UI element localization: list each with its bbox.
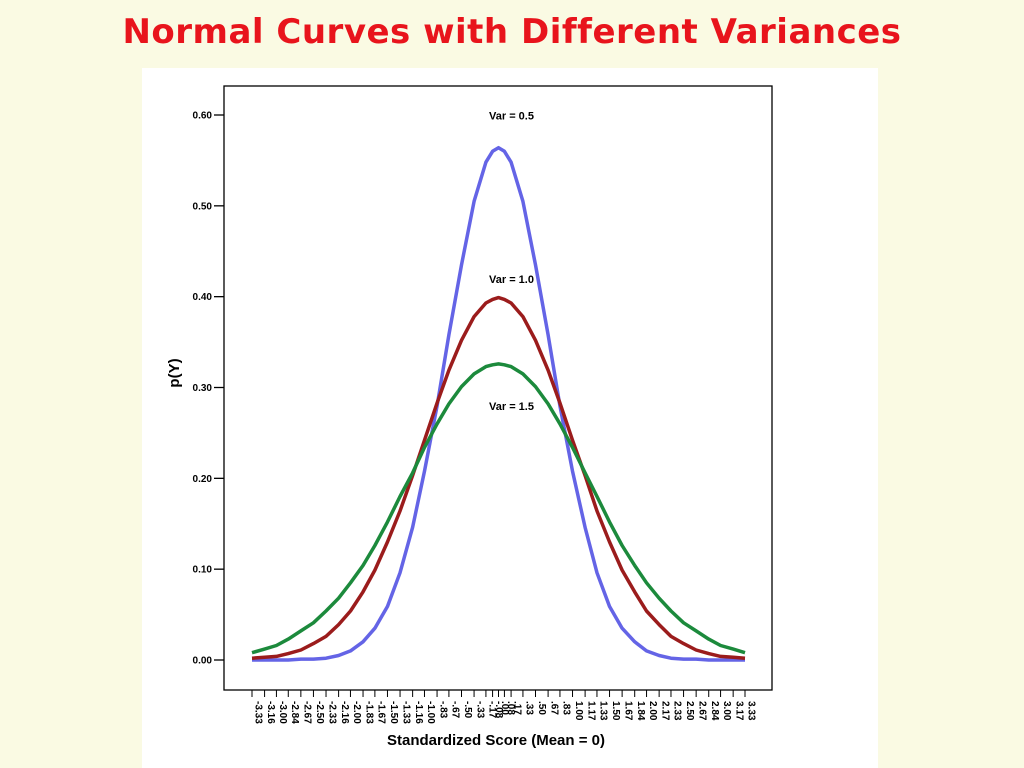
y-axis: 0.00 0.10 0.20 0.30 0.40 0.50 0.60 [193, 111, 224, 667]
x-tick-label: -1.67 [375, 701, 386, 724]
x-tick-label: -2.33 [327, 701, 338, 724]
x-tick-label: .83 [560, 701, 571, 715]
normal-curves-chart: 0.000.100.200.300.400.500.60 -3.33 -3.16-… [166, 85, 773, 749]
page-title: Normal Curves with Different Variances [122, 12, 902, 52]
y-tick-label: 0.60 [193, 111, 213, 122]
x-tick-label: .50 [536, 701, 547, 715]
annotation-3: Var = 1.5 [489, 401, 534, 413]
y-tick-label: 0.10 [193, 565, 213, 576]
x-tick-label: -.50 [462, 701, 473, 719]
annotation-1: Var = 0.5 [489, 111, 534, 123]
x-tick-label: 2.50 [684, 701, 695, 721]
plot-frame [223, 85, 773, 691]
x-tick-label: -2.84 [289, 701, 300, 724]
y-tick-label: 0.50 [193, 201, 213, 212]
x-tick-label: 1.00 [573, 701, 584, 721]
series-lines [251, 145, 746, 662]
x-tick-label: .17 [512, 701, 523, 715]
series-line-3 [251, 362, 746, 655]
x-tick-label: 2.84 [709, 701, 720, 721]
x-tick-label: 2.00 [647, 701, 658, 721]
x-tick-label: 1.67 [623, 701, 634, 721]
x-tick-label: -1.83 [364, 701, 375, 724]
x-tick-label: -2.67 [301, 701, 312, 724]
x-tick-label: .33 [523, 701, 534, 715]
x-tick-label: .67 [549, 701, 560, 715]
x-tick-label: 3.33 [746, 701, 757, 721]
x-tick-label: 3.00 [721, 701, 732, 721]
x-tick-label: -.67 [449, 701, 460, 719]
series-line-2 [251, 295, 746, 660]
x-tick-label: 1.33 [597, 701, 608, 721]
x-tick-label: -.83 [438, 701, 449, 719]
x-tick-label: -3.16 [265, 701, 276, 724]
y-tick-label: 0.30 [193, 383, 213, 394]
x-tick-label: 1.50 [610, 701, 621, 721]
x-tick-label: -1.16 [413, 701, 424, 724]
x-tick-label: -2.16 [339, 701, 350, 724]
x-tick-label: .08 [505, 701, 516, 715]
x-tick-label: 2.33 [671, 701, 682, 721]
annotations: Var = 0.5 Var = 1.0 Var = 1.5 [489, 111, 534, 414]
x-tick-label: 1.17 [586, 701, 597, 721]
series-line-1 [252, 145, 745, 662]
x-axis-title: Standardized Score (Mean = 0) [387, 732, 605, 749]
x-tick-label: -2.00 [351, 701, 362, 724]
x-tick-label: -.33 [475, 701, 486, 719]
x-tick-label: -.17 [486, 701, 497, 719]
x-tick-label: -2.50 [314, 701, 325, 724]
y-tick-label: 0.20 [193, 474, 213, 485]
x-tick-label: -1.33 [401, 701, 412, 724]
x-tick-label: 2.67 [697, 701, 708, 721]
x-tick-label: .00 [499, 701, 510, 715]
x-tick-label: -3.00 [277, 701, 288, 724]
x-tick-label: -1.00 [425, 701, 436, 724]
annotation-2: Var = 1.0 [489, 274, 534, 286]
y-tick-label: 0.00 [193, 656, 213, 667]
x-tick-label: -1.50 [388, 701, 399, 724]
x-tick-label: 2.17 [660, 701, 671, 721]
y-axis-title: p(Y) [166, 358, 183, 387]
y-tick-label: 0.40 [193, 292, 213, 303]
x-axis: -3.33 -3.16 -3.00 -2.84 -2.67 -2.50 -2.33 -2.16… [251, 690, 757, 724]
x-tick-label: 3.17 [734, 701, 745, 721]
x-tick-label: 1.84 [635, 701, 646, 721]
chart-panel: 0.00 0.10 0.20 0.30 0.40 0.50 0.60 -3.33 -3.16-… [142, 68, 878, 768]
x-tick-label: -.08 [493, 701, 504, 719]
x-tick-label: -3.33 [253, 701, 264, 724]
